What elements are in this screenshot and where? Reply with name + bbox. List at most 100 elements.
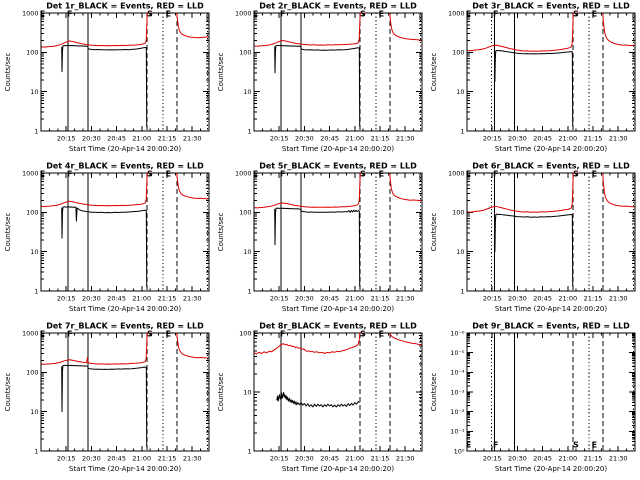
x-tick-label: 21:00: [558, 135, 577, 143]
chart-panel-det-7r: 20:15 20:30 20:45 21:00 21:15 21:30 1 10 100 1000…: [0, 320, 213, 480]
x-axis-label: Start Time (20-Apr-14 20:00:20): [495, 465, 607, 473]
event-letter-e: E: [466, 441, 471, 450]
x-tick-label: 21:00: [558, 295, 577, 303]
y-tick-label: 100: [239, 329, 251, 337]
chart-panel-det-8r: 20:15 20:30 20:45 21:00 21:15 21:30 1 10 100 E F S E…: [213, 320, 426, 480]
x-tick-label: 20:45: [107, 295, 126, 303]
x-tick-label: 21:30: [183, 135, 202, 143]
event-letter-f: F: [280, 170, 285, 179]
y-tick-label: 10: [456, 248, 464, 256]
plot-svg: 20:15 20:30 20:45 21:00 21:15 21:30 1 10 100 1000…: [217, 162, 423, 313]
x-tick-label: 21:30: [396, 455, 415, 463]
event-letter-e: E: [379, 330, 384, 339]
series-lld: [41, 12, 209, 48]
x-tick-label: 20:30: [508, 455, 527, 463]
series-events: [61, 364, 148, 447]
x-axis-label: Start Time (20-Apr-14 20:00:20): [282, 145, 394, 153]
y-tick-label: 1: [34, 287, 38, 295]
x-tick-label: 21:15: [584, 295, 603, 303]
y-tick-label: 10⁻¹: [450, 428, 465, 436]
series-events: [494, 49, 574, 127]
event-letter-s: S: [147, 10, 153, 19]
x-tick-label: 21:30: [183, 295, 202, 303]
y-axis-label: Counts/sec: [4, 53, 12, 92]
plot-svg: 20:15 20:30 20:45 21:00 21:15 21:30 1 10 100 1000…: [430, 2, 636, 153]
x-tick-label: 20:30: [82, 455, 101, 463]
x-tick-label: 20:15: [57, 135, 76, 143]
x-tick-label: 21:30: [609, 135, 628, 143]
series-lld: [254, 12, 422, 47]
series-lld: [254, 172, 422, 209]
event-letter-f: F: [493, 441, 498, 450]
y-tick-label: 10: [243, 248, 251, 256]
x-tick-label: 21:15: [371, 135, 390, 143]
y-axis-label: Counts/sec: [4, 213, 12, 252]
panel-title: Det 9r_BLACK = Events, RED = LLD: [472, 322, 630, 331]
x-tick-label: 20:45: [533, 295, 552, 303]
y-tick-label: 1: [247, 447, 251, 455]
y-tick-label: 1: [247, 127, 251, 135]
event-letter-e: E: [40, 170, 45, 179]
series-lld: [254, 332, 422, 355]
event-letter-s: S: [573, 170, 579, 179]
x-axis-label: Start Time (20-Apr-14 20:00:20): [69, 305, 181, 313]
event-letter-e: E: [466, 170, 471, 179]
y-tick-label: 1: [460, 127, 464, 135]
event-letter-e: E: [253, 170, 258, 179]
y-axis-label: Counts/sec: [430, 53, 438, 92]
event-letter-e: E: [40, 330, 45, 339]
y-tick-label: 10⁻³: [450, 388, 465, 396]
x-axis-label: Start Time (20-Apr-14 20:00:20): [282, 305, 394, 313]
plot-svg: 20:15 20:30 20:45 21:00 21:15 21:30 1 10 100 1000…: [4, 322, 210, 473]
series-events: [274, 44, 361, 127]
x-tick-label: 20:15: [270, 135, 289, 143]
x-tick-label: 20:30: [508, 135, 527, 143]
x-tick-label: 21:00: [345, 135, 364, 143]
x-tick-label: 21:30: [183, 455, 202, 463]
event-letter-s: S: [573, 441, 579, 450]
panel-title: Det 5r_BLACK = Events, RED = LLD: [259, 162, 417, 171]
x-tick-label: 20:45: [107, 135, 126, 143]
x-tick-label: 21:00: [345, 295, 364, 303]
series-events: [61, 44, 148, 127]
x-tick-label: 21:15: [158, 295, 177, 303]
panel-title: Det 2r_BLACK = Events, RED = LLD: [259, 2, 417, 11]
series-lld: [467, 172, 635, 213]
x-tick-label: 20:15: [483, 295, 502, 303]
series-events: [61, 206, 148, 287]
y-tick-label: 1000: [22, 9, 39, 17]
x-tick-label: 21:00: [345, 455, 364, 463]
x-tick-label: 21:15: [371, 455, 390, 463]
y-tick-label: 10⁻⁶: [450, 329, 465, 337]
x-tick-label: 21:00: [132, 455, 151, 463]
y-tick-label: 100: [452, 49, 464, 57]
y-tick-label: 1000: [235, 169, 252, 177]
y-tick-label: 10: [30, 88, 38, 96]
series-events: [274, 207, 361, 287]
x-tick-label: 21:30: [609, 295, 628, 303]
y-tick-label: 10: [30, 248, 38, 256]
event-letter-f: F: [67, 170, 72, 179]
x-tick-label: 21:15: [584, 455, 603, 463]
event-letter-f: F: [67, 10, 72, 19]
y-tick-label: 100: [26, 209, 38, 217]
y-tick-label: 1000: [22, 329, 39, 337]
x-tick-label: 20:30: [82, 135, 101, 143]
event-letter-e: E: [166, 330, 171, 339]
series-events: [494, 213, 574, 287]
chart-panel-det-1r: 20:15 20:30 20:45 21:00 21:15 21:30 1 10 100 1000…: [0, 0, 213, 160]
x-tick-label: 20:15: [57, 455, 76, 463]
chart-panel-det-9r: 20:15 20:30 20:45 21:00 21:15 21:30 10⁰ 10⁻¹ 10⁻…: [426, 320, 639, 480]
y-tick-label: 10⁻⁵: [450, 349, 465, 357]
y-tick-label: 10⁻²: [450, 408, 465, 416]
x-tick-label: 20:15: [270, 455, 289, 463]
x-tick-label: 21:15: [158, 135, 177, 143]
y-tick-label: 1000: [448, 9, 465, 17]
x-tick-label: 21:00: [132, 135, 151, 143]
x-tick-label: 21:30: [396, 135, 415, 143]
x-tick-label: 20:15: [483, 455, 502, 463]
x-tick-label: 20:30: [295, 135, 314, 143]
event-letter-s: S: [360, 10, 366, 19]
plot-svg: 20:15 20:30 20:45 21:00 21:15 21:30 1 10 100 1000…: [4, 162, 210, 313]
